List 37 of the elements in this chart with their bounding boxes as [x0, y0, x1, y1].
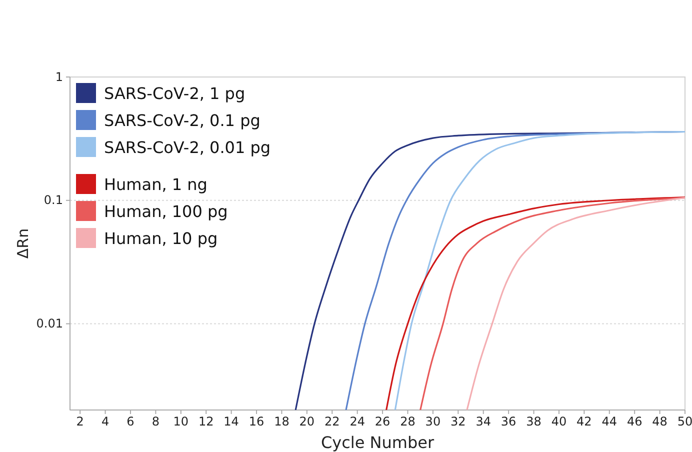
x-tick-label: 22 [324, 414, 340, 429]
x-tick-label: 14 [224, 414, 239, 429]
x-tick-label: 26 [374, 414, 390, 429]
x-tick-label: 10 [173, 414, 189, 429]
x-tick-label: 34 [476, 414, 491, 429]
y-tick-label: 1 [55, 70, 63, 84]
y-axis-title: ΔRn [14, 228, 32, 259]
x-tick-label: 36 [500, 414, 516, 429]
x-tick-label: 44 [602, 414, 618, 429]
x-tick-label: 12 [198, 414, 214, 429]
legend-label: Human, 1 ng [104, 175, 208, 194]
x-tick-label: 16 [248, 414, 264, 429]
x-tick-label: 30 [425, 414, 441, 429]
y-tick-label: 0.1 [44, 193, 63, 208]
x-tick-label: 42 [576, 414, 592, 429]
legend-label: SARS-CoV-2, 0.1 pg [104, 111, 260, 130]
legend-label: SARS-CoV-2, 1 pg [104, 84, 246, 103]
x-tick-label: 18 [274, 414, 290, 429]
legend-label: Human, 10 pg [104, 229, 218, 248]
x-tick-label: 20 [299, 414, 315, 429]
x-tick-label: 2 [76, 414, 84, 429]
x-tick-label: 6 [126, 414, 134, 429]
x-tick-label: 24 [350, 414, 365, 429]
x-tick-label: 40 [551, 414, 567, 429]
x-tick-label: 38 [526, 414, 542, 429]
x-tick-label: 8 [152, 414, 160, 429]
legend-label: Human, 100 pg [104, 202, 228, 221]
legend-label: SARS-CoV-2, 0.01 pg [104, 138, 271, 157]
x-tick-label: 28 [400, 414, 416, 429]
y-tick-label: 0.01 [36, 316, 63, 331]
x-tick-label: 4 [101, 414, 110, 429]
line-series [466, 196, 685, 410]
x-axis-title: Cycle Number [320, 433, 434, 452]
x-tick-label: 48 [652, 414, 668, 429]
x-tick-label: 46 [626, 414, 642, 429]
x-tick-label: 50 [677, 414, 692, 429]
x-tick-label: 32 [450, 414, 466, 429]
